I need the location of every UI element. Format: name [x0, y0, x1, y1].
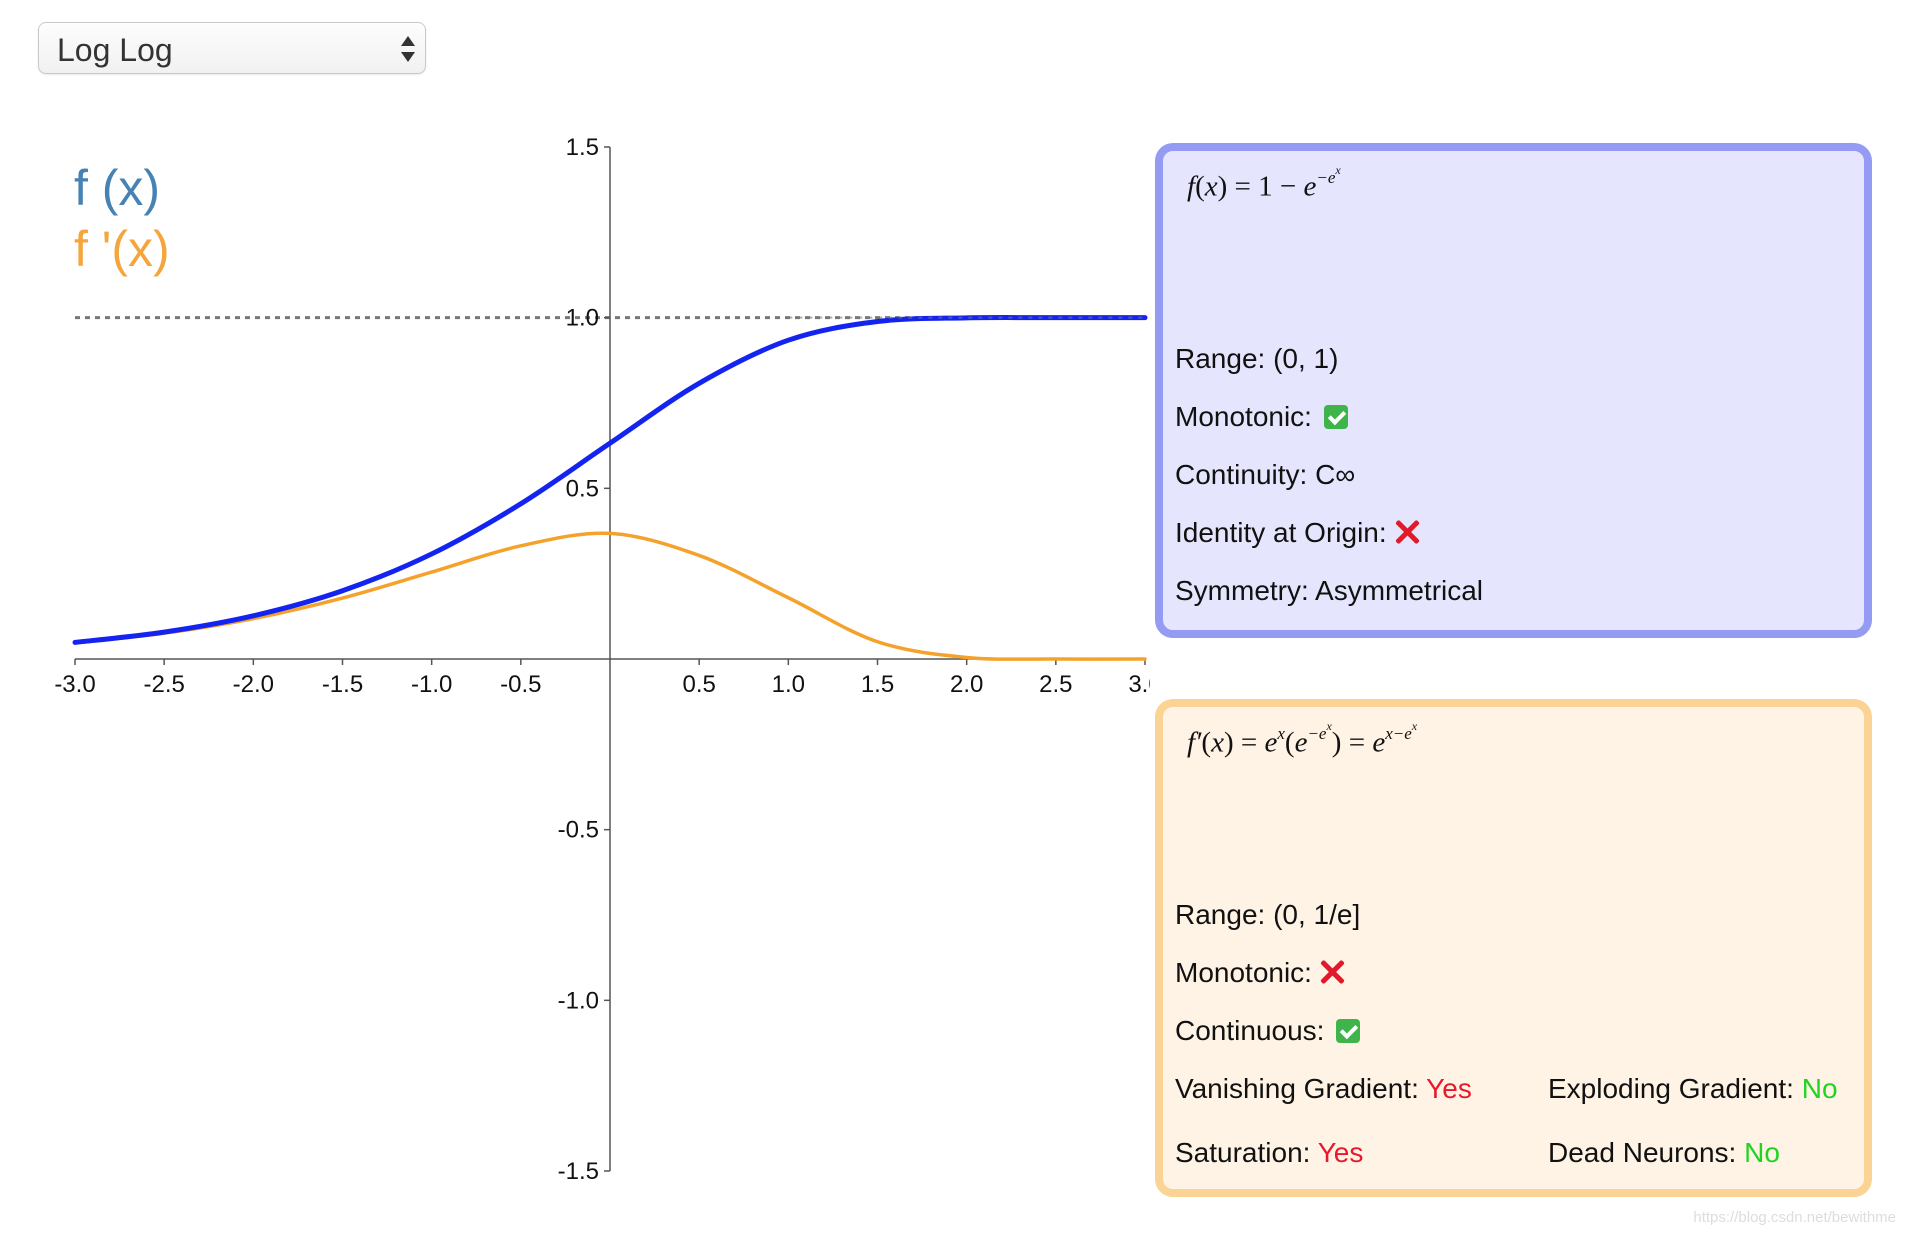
function-selector[interactable]: Log Log	[38, 22, 426, 74]
dead-neurons-label: Dead Neurons:	[1548, 1137, 1737, 1168]
derivative-properties-panel: f′(x) = ex(e−ex) = ex−ex Range: (0, 1/e]…	[1155, 699, 1872, 1197]
vanishing-gradient: Vanishing Gradient: Yes	[1175, 1073, 1472, 1105]
derivative-monotonic: Monotonic:	[1175, 957, 1346, 989]
legend-fprime: f '(x)	[74, 221, 170, 277]
function-identity: Identity at Origin:	[1175, 517, 1421, 549]
saturation: Saturation: Yes	[1175, 1137, 1363, 1169]
function-selector-value: Log Log	[57, 32, 173, 68]
y-tick-label: 1.0	[566, 305, 599, 332]
derivative-continuous-label: Continuous:	[1175, 1015, 1325, 1046]
saturation-label: Saturation:	[1175, 1137, 1311, 1168]
function-properties-panel: f(x) = 1 − e−ex Range: (0, 1) Monotonic:…	[1155, 143, 1872, 638]
x-tick-label: 2.0	[950, 671, 983, 698]
x-tick-label: 1.5	[861, 671, 894, 698]
activation-plot: -3.0 -2.5 -2.0 -1.5 -1.0 -0.5 0.5 1.0 1.5 2.0 2.5 3…	[54, 134, 1150, 1185]
x-tick-label: -2.5	[143, 671, 184, 698]
exploding-gradient-label: Exploding Gradient:	[1548, 1073, 1794, 1104]
derivative-continuous: Continuous:	[1175, 1015, 1361, 1047]
function-monotonic: Monotonic:	[1175, 401, 1348, 433]
y-tick-label: 1.5	[566, 134, 599, 161]
x-tick-label: 2.5	[1039, 671, 1072, 698]
vanishing-gradient-label: Vanishing Gradient:	[1175, 1073, 1419, 1104]
saturation-value: Yes	[1317, 1137, 1364, 1168]
x-tick-label: -1.0	[411, 671, 452, 698]
x-tick-label: -3.0	[54, 671, 95, 698]
y-tick-label: -0.5	[558, 817, 599, 844]
cross-icon	[1318, 958, 1346, 986]
check-icon	[1336, 1019, 1361, 1043]
function-monotonic-label: Monotonic:	[1175, 401, 1312, 432]
y-tick-label: -1.0	[558, 987, 599, 1014]
select-arrows-icon	[401, 36, 415, 62]
derivative-formula: f′(x) = ex(e−ex) = ex−ex	[1187, 719, 1418, 759]
vanishing-gradient-value: Yes	[1426, 1073, 1472, 1104]
x-tick-label: -1.5	[322, 671, 363, 698]
function-formula: f(x) = 1 − e−ex	[1187, 163, 1341, 203]
x-tick-label: -0.5	[500, 671, 541, 698]
y-tick-label: 0.5	[566, 475, 599, 502]
check-icon	[1323, 405, 1348, 429]
exploding-gradient: Exploding Gradient: No	[1548, 1073, 1838, 1105]
x-tick-label: 0.5	[682, 671, 715, 698]
x-tick-label: 1.0	[772, 671, 805, 698]
function-range: Range: (0, 1)	[1175, 343, 1339, 374]
cross-icon	[1393, 518, 1421, 546]
y-tick-label: -1.5	[558, 1158, 599, 1185]
f-curve	[72, 315, 1148, 645]
watermark: https://blog.csdn.net/bewithme	[1693, 1209, 1896, 1226]
exploding-gradient-value: No	[1801, 1073, 1838, 1104]
dead-neurons: Dead Neurons: No	[1548, 1137, 1780, 1169]
fprime-curve	[73, 531, 1147, 661]
function-identity-label: Identity at Origin:	[1175, 517, 1387, 548]
x-tick-label: 3.0	[1128, 671, 1150, 698]
derivative-monotonic-label: Monotonic:	[1175, 957, 1312, 988]
dead-neurons-value: No	[1744, 1137, 1780, 1168]
function-continuity: Continuity: C∞	[1175, 459, 1356, 490]
legend-f: f (x)	[74, 160, 160, 216]
function-symmetry: Symmetry: Asymmetrical	[1175, 575, 1484, 606]
x-tick-label: -2.0	[233, 671, 274, 698]
derivative-range: Range: (0, 1/e]	[1175, 899, 1361, 930]
